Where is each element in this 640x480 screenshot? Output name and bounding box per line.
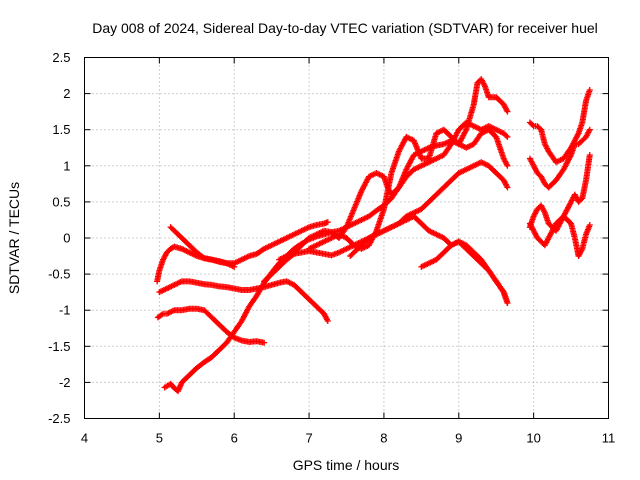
y-tick-label: -1 [59,303,71,318]
y-tick-label: 2.5 [52,50,70,65]
y-tick-label: -0.5 [48,267,70,282]
y-tick-label: -1.5 [48,339,70,354]
grid [84,57,609,419]
data-point [586,151,593,158]
series-track-5 [161,119,511,395]
y-tick-label: -2.5 [48,411,70,426]
data-point [504,299,511,306]
x-axis-label: GPS time / hours [293,457,400,473]
x-tick-label: 10 [526,431,540,446]
data-point [503,132,510,139]
data-series [154,76,593,395]
series-track-14 [526,213,593,260]
data-point [200,254,207,261]
x-tick-label: 9 [455,431,462,446]
series-track-10 [418,238,511,306]
y-tick-label: 0.5 [52,194,70,209]
plot-frame [84,57,609,419]
y-axis-label: SDTVAR / TECUs [6,182,22,294]
y-tick-label: 1 [63,158,70,173]
data-point [586,86,593,93]
y-tick-label: 0 [63,231,70,246]
x-tick-label: 8 [380,431,387,446]
series-track-7 [276,76,511,263]
data-point [586,222,593,229]
series-track-11 [526,86,593,166]
data-point [158,311,165,318]
data-point [504,108,511,115]
y-tick-label: 1.5 [52,122,70,137]
data-point [324,219,331,226]
y-tick-label: -2 [59,375,71,390]
data-point [586,126,593,133]
data-point [324,318,331,325]
y-tick-label: 2 [63,86,70,101]
axes: 4 5 6 7 8 9 10 11 -2.5 -2 -1.5 -1 -0.5 0 0.5 1 1.5 2 2.5 [48,50,615,446]
data-point [529,121,536,128]
data-point [504,162,511,169]
series-track-3 [156,278,331,325]
x-tick-label: 11 [602,431,616,446]
data-point [504,184,511,191]
x-tick-label: 6 [231,431,238,446]
series-track-12 [526,126,593,191]
data-point [504,133,511,140]
x-tick-label: 7 [305,431,312,446]
series-track-4 [154,305,268,346]
chart-title: Day 008 of 2024, Sidereal Day-to-day VTE… [92,20,598,36]
data-point [261,339,268,346]
series-track-2 [167,219,331,267]
x-tick-label: 5 [156,431,163,446]
series-track-9 [347,213,511,306]
x-tick-label: 4 [81,431,88,446]
series-track-8 [306,126,511,252]
